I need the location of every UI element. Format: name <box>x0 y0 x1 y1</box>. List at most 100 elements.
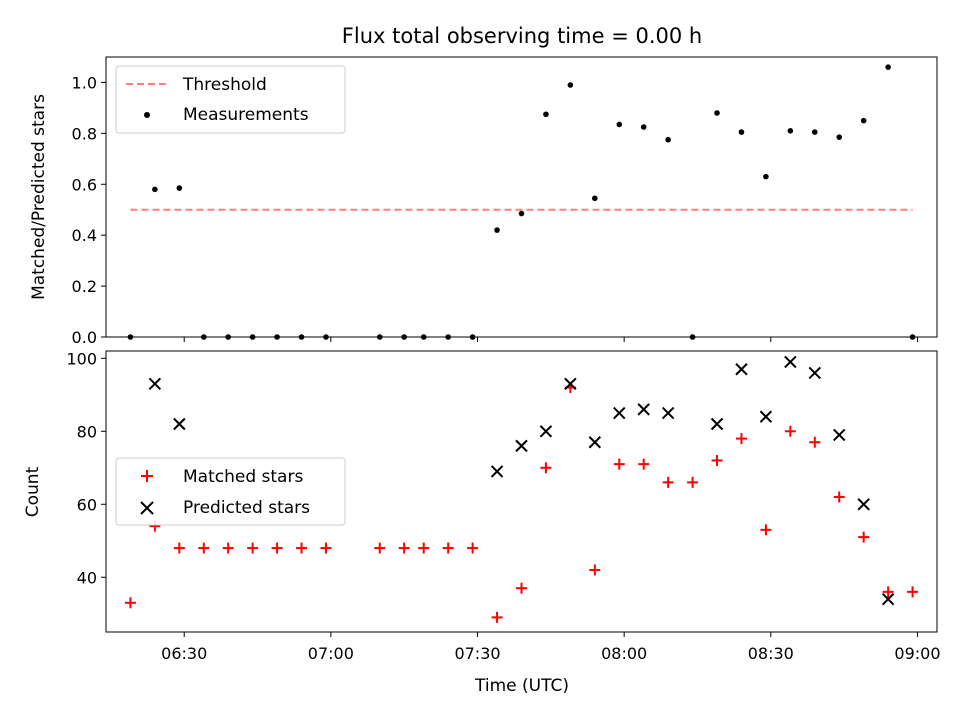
bottom-y-axis: 40 60 80 100 <box>66 349 106 587</box>
matched-star-point <box>735 433 747 445</box>
matched-star-point <box>711 454 723 466</box>
matched-star-point <box>540 462 552 474</box>
matched-star-point <box>907 586 919 598</box>
bottom-y-tick-label: 80 <box>77 422 97 441</box>
matched-star-point <box>613 458 625 470</box>
top-legend-box <box>115 65 346 134</box>
matched-star-point <box>271 542 283 554</box>
predicted-star-point <box>784 355 797 369</box>
measurement-point <box>543 111 549 118</box>
predicted-star-point <box>808 366 822 380</box>
predicted-star-point <box>857 498 870 511</box>
top-y-axis: 0.0 0.2 0.4 0.6 0.8 1.0 <box>72 73 106 347</box>
top-y-axis-label: Matched/Predicted stars <box>29 94 49 300</box>
bottom-y-tick-label: 60 <box>77 495 97 514</box>
top-y-tick-label: 1.0 <box>72 73 97 92</box>
matched-star-point <box>589 564 601 576</box>
bottom-y-tick-label: 40 <box>77 568 97 587</box>
x-tick-label: 08:00 <box>601 644 647 663</box>
predicted-star-point <box>661 406 675 420</box>
x-tick-label: 08:30 <box>748 644 794 663</box>
matched-star-point <box>398 542 410 554</box>
measurement-point <box>567 82 574 88</box>
matched-star-point <box>516 582 527 594</box>
matched-star-point <box>858 531 870 543</box>
measurement-point <box>787 128 794 134</box>
measurement-point <box>738 129 745 135</box>
matched-star-point <box>809 436 821 448</box>
top-y-tick-label: 0.4 <box>72 226 97 245</box>
x-axis-label: Time (UTC) <box>474 676 569 696</box>
measurement-point <box>592 195 598 202</box>
top-axes-frame <box>105 56 938 338</box>
measurement-point <box>763 173 769 180</box>
measurement-point <box>665 136 671 143</box>
matched-star-point <box>418 542 430 554</box>
matched-star-point <box>173 542 185 554</box>
bottom-plot-area <box>124 355 919 623</box>
matched-star-point <box>760 524 772 536</box>
matched-star-point <box>247 542 259 554</box>
matched-star-point <box>491 611 503 623</box>
predicted-star-point <box>148 377 162 391</box>
chart-title: Flux total observing time = 0.00 h <box>342 24 702 48</box>
matched-star-point <box>124 597 136 609</box>
predicted-star-point <box>735 363 748 376</box>
matched-star-point <box>222 542 234 554</box>
matched-star-point <box>296 542 308 554</box>
measurement-point <box>616 121 623 128</box>
measurement-point <box>494 227 500 233</box>
legend-predicted-swatch <box>140 501 154 515</box>
x-tick-label: 06:30 <box>161 644 207 663</box>
x-tick-label: 07:30 <box>454 644 500 663</box>
bottom-x-axis: 06:30 07:00 07:30 08:00 08:30 09:00 <box>161 632 941 663</box>
predicted-star-point <box>173 417 186 431</box>
measurement-point <box>640 124 647 130</box>
predicted-star-point <box>490 465 504 478</box>
predicted-star-point <box>637 403 650 416</box>
measurement-point <box>176 185 183 191</box>
legend-measurements-swatch <box>144 112 150 118</box>
top-y-tick-label: 0.8 <box>72 124 97 143</box>
matched-star-point <box>638 458 650 470</box>
matched-star-point <box>198 542 210 554</box>
matched-star-point <box>833 491 845 503</box>
predicted-star-point <box>881 592 895 606</box>
matched-star-point <box>662 476 674 488</box>
measurement-point <box>152 186 158 193</box>
predicted-star-point <box>515 439 528 453</box>
measurement-point <box>836 134 843 140</box>
measurement-point <box>885 64 891 70</box>
predicted-star-point <box>588 436 602 449</box>
x-tick-label: 09:00 <box>894 644 940 663</box>
bottom-legend: Matched stars Predicted stars <box>115 457 346 526</box>
x-tick-label: 07:00 <box>308 644 354 663</box>
measurement-point <box>518 210 525 217</box>
matched-star-point <box>320 542 332 554</box>
predicted-star-point <box>564 377 577 391</box>
predicted-star-point <box>759 410 773 423</box>
legend-predicted-label: Predicted stars <box>183 498 310 518</box>
legend-matched-label: Matched stars <box>183 467 303 487</box>
bottom-y-axis-label: Count <box>23 466 43 517</box>
measurement-point <box>860 117 867 124</box>
matched-star-point <box>442 542 454 554</box>
measurement-point <box>714 110 720 116</box>
predicted-star-point <box>710 417 724 431</box>
matched-star-point <box>687 476 699 488</box>
top-x-axis <box>183 337 918 342</box>
predicted-star-point <box>539 425 553 438</box>
top-y-tick-label: 0.0 <box>72 328 97 347</box>
matched-star-point <box>882 586 894 598</box>
flux-ratio-panel: Flux total observing time = 0.00 h Match… <box>29 24 938 347</box>
star-count-panel: Count Time (UTC) 40 60 80 100 06:30 07:00 07:… <box>23 349 941 696</box>
legend-threshold-label: Threshold <box>182 75 267 95</box>
matched-star-point <box>467 542 479 554</box>
bottom-axes-frame <box>105 350 938 633</box>
top-legend: Threshold Measurements <box>115 65 346 134</box>
measurement-point <box>811 129 818 135</box>
top-y-tick-label: 0.2 <box>72 277 97 296</box>
predicted-star-point <box>613 406 626 420</box>
predicted-star-point <box>833 428 846 442</box>
